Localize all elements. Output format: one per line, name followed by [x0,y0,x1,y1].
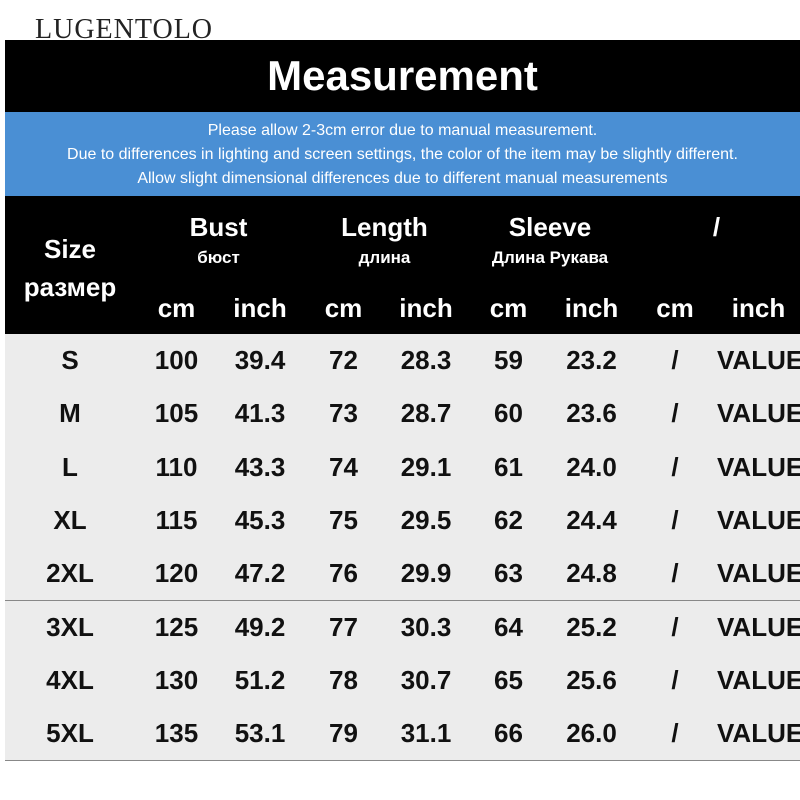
cell: 110 [135,440,218,495]
cell: / [633,440,717,495]
cell: 28.7 [385,387,469,442]
cell: 4XL [5,653,137,709]
cell: 24.4 [550,493,635,549]
cell: 28.3 [385,334,469,389]
cell: M [5,387,137,442]
cell: 53.1 [218,707,304,762]
cell: 62 [467,493,550,549]
cell: 41.3 [218,387,304,442]
size-header: Size [43,233,97,264]
cell: 43.3 [218,440,304,495]
cell: 135 [135,707,218,762]
unit: inch [399,292,453,323]
cell: 31.1 [385,707,469,762]
cell: 130 [135,653,218,709]
cell: 24.0 [550,440,635,495]
cell: L [5,440,137,495]
cell: 39.4 [218,334,304,389]
table-header-bg [5,196,800,334]
group-name: / [712,211,721,242]
cell: 73 [302,387,385,442]
cell: 100 [135,334,218,389]
cell: 77 [302,600,385,655]
cell: / [633,653,717,709]
unit: inch [731,292,786,323]
cell: 30.3 [385,600,469,655]
cell: 26.0 [550,707,635,762]
cell: VALUE [717,493,800,549]
cell: 29.1 [385,440,469,495]
cell: 76 [302,547,385,602]
unit: cm [489,292,528,323]
cell: / [633,707,717,762]
cell: 125 [135,600,218,655]
cell: 24.8 [550,547,635,602]
note: Allow slight dimensional differences due… [137,170,668,187]
cell: / [633,387,717,442]
cell: 75 [302,493,385,549]
cell: 47.2 [218,547,304,602]
cell: 65 [467,653,550,709]
cell: / [633,547,717,602]
cell: 49.2 [218,600,304,655]
cell: / [633,493,717,549]
cell: 3XL [5,600,137,655]
cell: 59 [467,334,550,389]
cell: 115 [135,493,218,549]
notice-band [5,112,800,196]
unit: cm [157,292,196,323]
cell: 2XL [5,547,137,602]
group-sub: длина [358,248,411,267]
size-header: размер [23,271,117,302]
cell: 105 [135,387,218,442]
group-sub: Длина Рукава [491,248,609,267]
unit: inch [233,292,287,323]
group-name: Length [341,211,428,242]
cell: 64 [467,600,550,655]
cell: 29.9 [385,547,469,602]
group-name: Bust [189,211,248,242]
cell: 23.2 [550,334,635,389]
cell: VALUE [717,547,800,602]
cell: 25.2 [550,600,635,655]
cell: 51.2 [218,653,304,709]
cell: VALUE [717,334,800,389]
cell: 63 [467,547,550,602]
cell: S [5,334,137,389]
cell: 72 [302,334,385,389]
cell: 5XL [5,707,137,762]
cell: 60 [467,387,550,442]
cell: 45.3 [218,493,304,549]
cell: / [633,334,717,389]
cell: 29.5 [385,493,469,549]
note: Due to differences in lighting and scree… [67,146,738,163]
unit: inch [564,292,619,323]
title: Measurement [267,52,538,99]
brand: LUGENTOLO [35,14,214,45]
cell: 30.7 [385,653,469,709]
note: Please allow 2-3cm error due to manual m… [207,122,598,139]
unit: cm [656,292,694,323]
cell: VALUE [717,600,800,655]
cell: 25.6 [550,653,635,709]
cell: VALUE [717,440,800,495]
cell: 74 [302,440,385,495]
unit: cm [324,292,363,323]
cell: 23.6 [550,387,635,442]
cell: VALUE [717,387,800,442]
cell: / [633,600,717,655]
cell: XL [5,493,137,549]
cell: 61 [467,440,550,495]
group-name: Sleeve [508,211,592,242]
group-sub: бюст [197,248,240,267]
cell: 78 [302,653,385,709]
cell: 79 [302,707,385,762]
cell: 120 [135,547,218,602]
cell: 66 [467,707,550,762]
cell: VALUE [717,653,800,709]
title-bar [5,40,800,112]
cell: VALUE [717,707,800,762]
